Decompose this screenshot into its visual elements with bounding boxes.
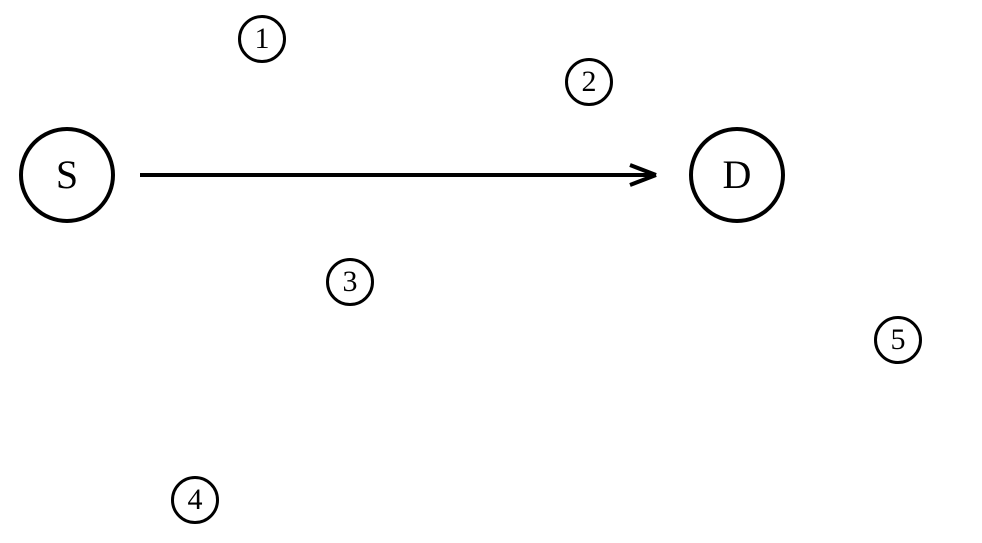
diagram-stage: S D 1 2 3 4 5 (0, 0, 982, 543)
node-n3: 3 (326, 258, 374, 306)
node-label-n3: 3 (343, 267, 358, 297)
node-label-n4: 4 (188, 485, 203, 515)
node-n2: 2 (565, 58, 613, 106)
node-label-D: D (723, 155, 752, 195)
node-label-n5: 5 (891, 325, 906, 355)
node-label-n1: 1 (255, 24, 270, 54)
node-label-n2: 2 (582, 67, 597, 97)
node-D: D (689, 127, 785, 223)
node-S: S (19, 127, 115, 223)
edge-arrow (0, 0, 982, 543)
node-n5: 5 (874, 316, 922, 364)
node-n1: 1 (238, 15, 286, 63)
node-label-S: S (56, 155, 78, 195)
node-n4: 4 (171, 476, 219, 524)
